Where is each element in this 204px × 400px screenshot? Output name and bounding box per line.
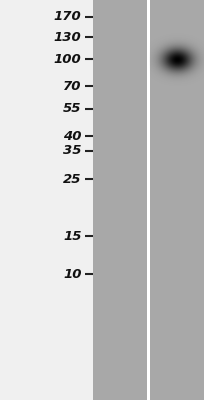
Text: 100: 100 <box>54 53 82 66</box>
Text: 170: 170 <box>54 10 82 23</box>
Text: 55: 55 <box>63 102 82 115</box>
Text: 15: 15 <box>63 230 82 242</box>
Text: 25: 25 <box>63 173 82 186</box>
Bar <box>147 0 150 400</box>
Bar <box>93 0 147 400</box>
Bar <box>150 0 204 400</box>
Text: 40: 40 <box>63 130 82 142</box>
Text: 70: 70 <box>63 80 82 92</box>
Text: 130: 130 <box>54 31 82 44</box>
Text: 35: 35 <box>63 144 82 157</box>
Text: 10: 10 <box>63 268 82 280</box>
